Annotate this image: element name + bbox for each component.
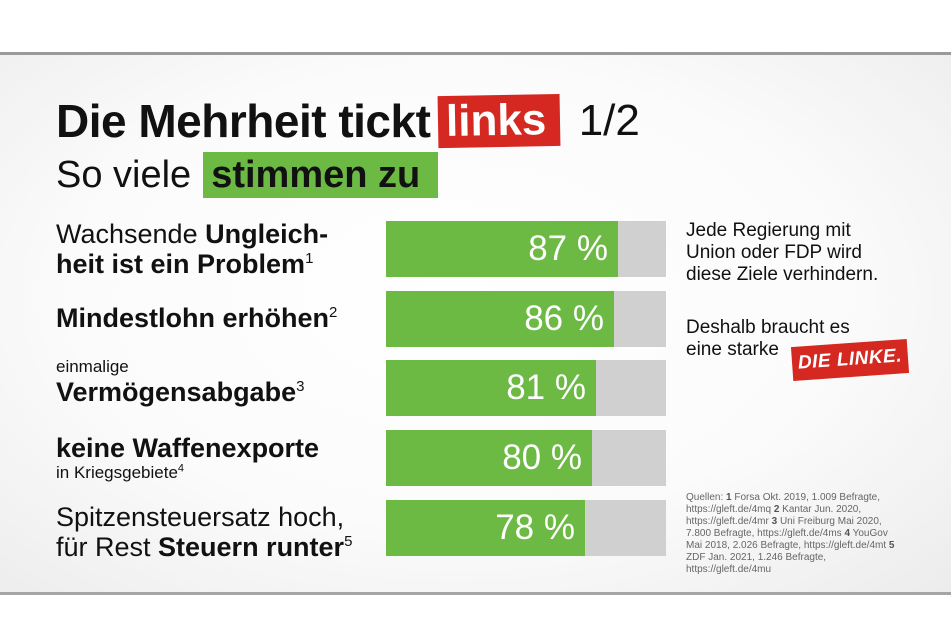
subtitle-highlight: stimmen zu <box>203 152 439 198</box>
bar-track-5: 78 % <box>386 500 666 556</box>
title: Die Mehrheit tickt links 1/2 <box>56 92 640 150</box>
row-label-1: Wachsende Ungleich- heit ist ein Problem… <box>56 219 329 279</box>
bar-value-label-4: 80 % <box>502 438 582 477</box>
bar-track-4: 80 % <box>386 430 666 486</box>
side-paragraph-1: Jede Regierung mit Union oder FDP wird d… <box>686 220 879 285</box>
bar-value-label-1: 87 % <box>528 229 608 268</box>
top-border <box>0 52 951 55</box>
bar-track-1: 87 % <box>386 221 666 277</box>
bar-1 <box>386 221 618 277</box>
bar-2 <box>386 291 614 347</box>
row-label-2: Mindestlohn erhöhen2 <box>56 303 338 333</box>
row-label-4: keine Waffenexporte in Kriegsgebiete4 <box>56 433 320 482</box>
bar-value-label-2: 86 % <box>524 299 604 338</box>
title-page-number: 1/2 <box>578 96 640 145</box>
row-label-3: einmalige Vermögensabgabe3 <box>56 357 305 407</box>
bar-value-label-3: 81 % <box>506 368 586 407</box>
subtitle: So viele stimmen zu <box>56 150 439 200</box>
bottom-border <box>0 592 951 595</box>
sources-footnote: Quellen: 1 Forsa Okt. 2019, 1.009 Befrag… <box>686 492 895 575</box>
subtitle-text: So viele <box>56 153 192 196</box>
title-highlight: links <box>437 93 562 149</box>
bar-value-label-5: 78 % <box>495 508 575 547</box>
bar-track-2: 86 % <box>386 291 666 347</box>
side-paragraph-2: Deshalb braucht es eine starke <box>686 317 850 360</box>
bar-3 <box>386 360 596 416</box>
title-text: Die Mehrheit tickt <box>56 95 431 147</box>
bar-4 <box>386 430 592 486</box>
row-label-5: Spitzensteuersatz hoch, für Rest Steuern… <box>56 502 353 562</box>
bar-5 <box>386 500 585 556</box>
bar-track-3: 81 % <box>386 360 666 416</box>
